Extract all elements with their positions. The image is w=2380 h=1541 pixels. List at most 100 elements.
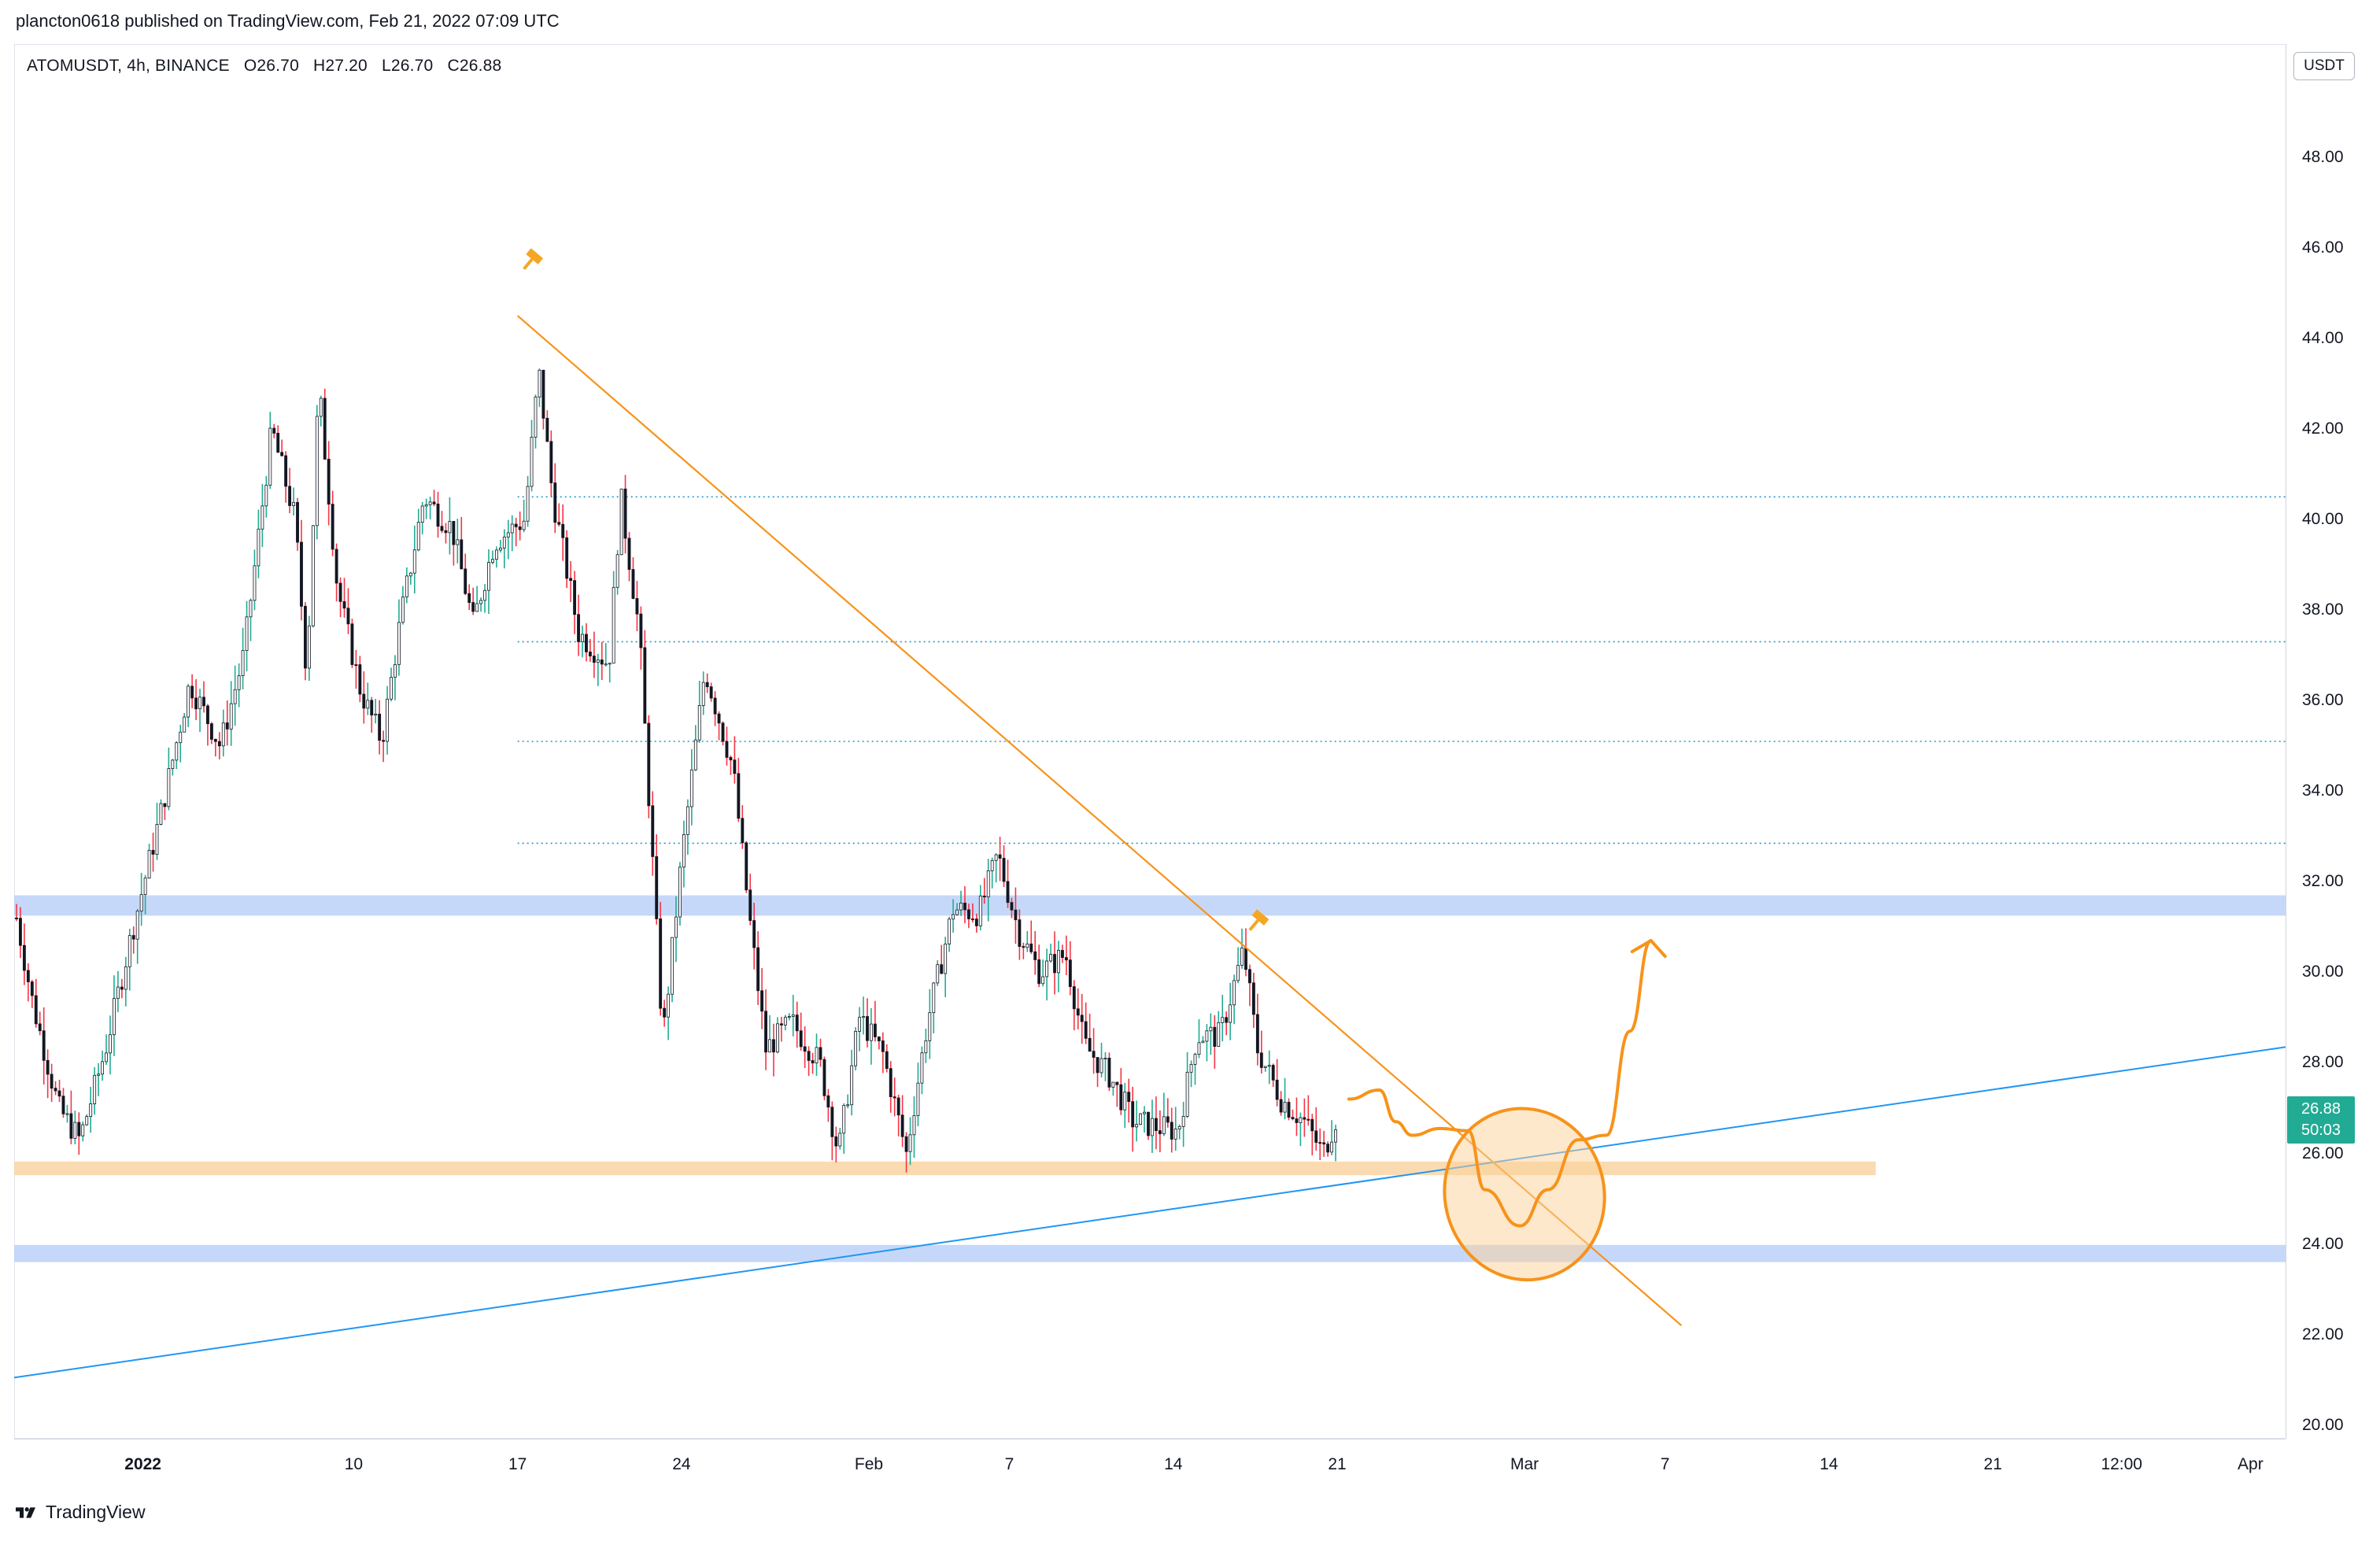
candle-body [561, 523, 565, 538]
candle-body [667, 993, 671, 1018]
time-tick-label: 21 [1983, 1455, 2002, 1473]
candle-body [604, 663, 608, 666]
candle-body [245, 616, 249, 652]
blue-zone-2 [14, 1244, 2286, 1262]
pitchfork-marker-icon [523, 248, 544, 271]
candle-body [264, 485, 268, 507]
candle-body [1170, 1122, 1173, 1140]
candle-body [733, 759, 737, 774]
time-tick-label: 14 [1820, 1455, 1839, 1473]
candle-body [1303, 1117, 1306, 1120]
time-axis[interactable]: 2022 10 17 24 Feb 7 14 21 Mar 7 14 21 12:00 Apr [14, 1439, 2286, 1491]
candle-body [819, 1047, 822, 1060]
candle-body [538, 369, 541, 397]
candle-body [682, 833, 686, 868]
candle-body [1334, 1129, 1337, 1143]
candle-body [514, 523, 518, 527]
candle-body [1006, 881, 1010, 904]
candle-body [241, 650, 245, 677]
candle-body [105, 1052, 108, 1062]
time-tick-label: 7 [1660, 1455, 1670, 1473]
candle-body [764, 1011, 767, 1053]
candle-body [327, 458, 331, 504]
candle-body [300, 541, 303, 607]
price-tick-label: 44.00 [2302, 328, 2344, 347]
candle-body [955, 909, 959, 915]
candle-body [870, 1023, 873, 1041]
candle-body [573, 580, 577, 615]
candle-body [464, 568, 468, 594]
candle-body [1080, 1014, 1084, 1022]
blue-zone-1 [14, 895, 2286, 916]
candle-body [795, 1014, 799, 1032]
symbol-label[interactable]: ATOMUSDT, 4h, BINANCE [27, 57, 230, 75]
candle-body [549, 441, 553, 483]
candle-body [577, 614, 580, 642]
candle-body [1248, 969, 1251, 984]
candle-body [807, 1051, 811, 1061]
price-axis[interactable]: 20.00 22.00 24.00 26.00 28.00 30.00 32.00 34.00… [2286, 44, 2380, 1439]
candle-body [448, 520, 452, 534]
candle-body [854, 1030, 858, 1066]
candle-body [1318, 1142, 1322, 1144]
candle-body [752, 920, 756, 948]
candle-body [1076, 1008, 1080, 1016]
candle-body [729, 756, 733, 761]
candle-body [444, 530, 448, 534]
candle-body [209, 723, 213, 740]
candle-body [1103, 1058, 1107, 1060]
candle-body [50, 1074, 54, 1089]
price-tick-label: 46.00 [2302, 238, 2344, 257]
candle-body [73, 1122, 77, 1139]
candle-body [1088, 1037, 1092, 1052]
candle-body [1143, 1111, 1146, 1114]
ascending-support-line [13, 1046, 2286, 1379]
candle-body [877, 1037, 881, 1041]
time-tick-label: 10 [344, 1455, 364, 1473]
candle-body [440, 526, 444, 531]
candle-body [143, 878, 147, 896]
tradingview-logo-icon [16, 1506, 35, 1518]
candle-body [303, 605, 307, 669]
tradingview-footer[interactable]: TradingView [16, 1502, 146, 1523]
candle-body [42, 1030, 46, 1061]
chart-pane[interactable] [14, 44, 2286, 1439]
candle-body [1154, 1118, 1158, 1131]
candle-body [674, 916, 678, 938]
marker-head [1251, 909, 1269, 926]
candle-body [366, 700, 370, 709]
levels-layer [517, 496, 2286, 844]
candle-body [920, 1052, 924, 1084]
candle-body [846, 1104, 850, 1107]
currency-button[interactable]: USDT [2293, 52, 2355, 80]
candle-body [479, 600, 483, 604]
candle-body [713, 697, 717, 715]
candle-body [889, 1068, 893, 1097]
candle-body [741, 818, 745, 844]
candle-body [319, 397, 323, 417]
candle-body [113, 998, 116, 1036]
candle-body [1139, 1113, 1143, 1125]
candle-body [307, 625, 311, 669]
candle-body [139, 894, 143, 912]
candle-body [530, 437, 534, 487]
marker-handle [523, 258, 534, 271]
candle-body [1147, 1111, 1150, 1136]
candle-body [709, 686, 713, 699]
candle-body [1263, 1066, 1267, 1068]
candle-body [893, 1096, 896, 1099]
candle-body [206, 705, 209, 724]
candle-body [510, 523, 514, 534]
candle-body [397, 622, 401, 665]
candle-body [830, 1107, 834, 1137]
candle-body [1310, 1118, 1314, 1132]
candle-body [93, 1074, 97, 1104]
candle-body [858, 1017, 862, 1032]
candle-body [475, 603, 479, 612]
candle-body [588, 651, 592, 656]
candle-body [1244, 948, 1247, 970]
candle-body [627, 538, 631, 570]
drawings-layer [13, 248, 2286, 1379]
candle-body [46, 1059, 50, 1075]
